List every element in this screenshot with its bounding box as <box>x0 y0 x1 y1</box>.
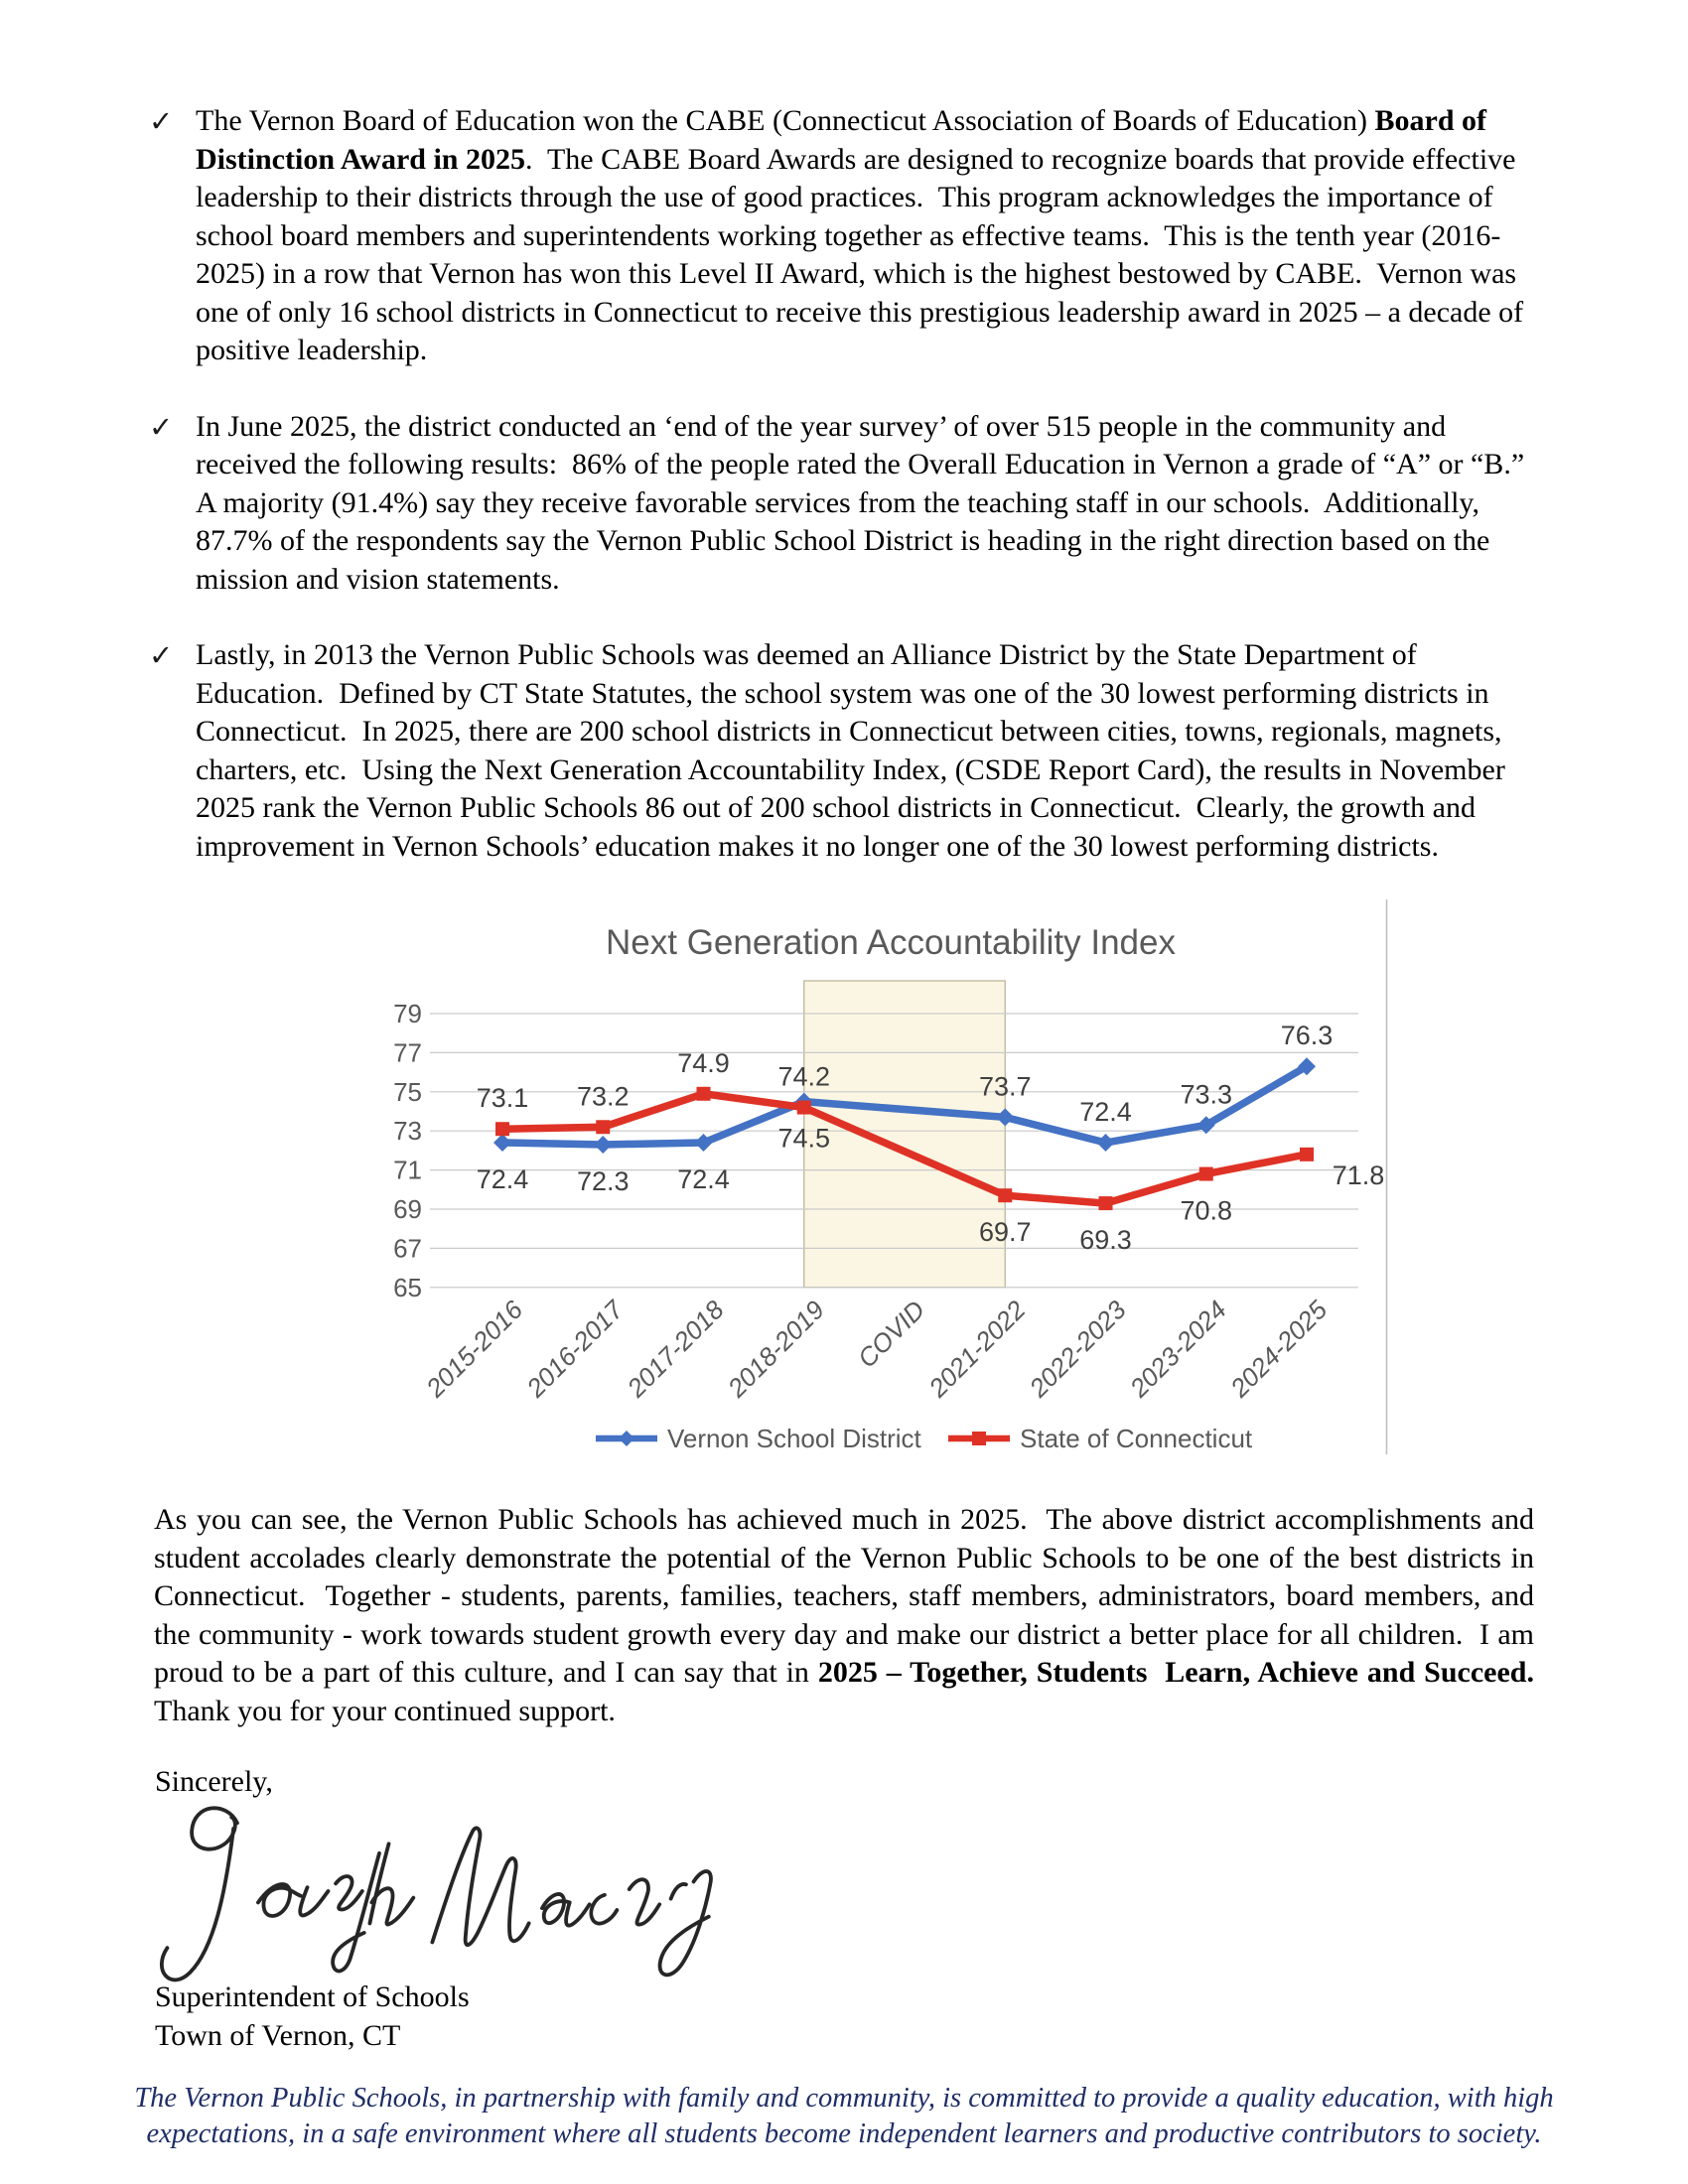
legend-marker <box>972 1432 986 1445</box>
data-point-marker <box>796 1100 811 1115</box>
data-point-label: 76.3 <box>1281 1021 1334 1050</box>
data-point-label: 72.4 <box>477 1164 529 1194</box>
footer-mission: The Vernon Public Schools, in partnershi… <box>134 2083 1554 2149</box>
data-point-label: 73.3 <box>1180 1079 1232 1109</box>
text-run: Thank you for your continued support. <box>154 1656 1549 1727</box>
data-point-label: 71.8 <box>1333 1160 1385 1190</box>
x-tick-label: 2016-2017 <box>520 1294 631 1404</box>
data-point-label: 72.4 <box>677 1164 730 1194</box>
text-run: . The CABE Board Awards are designed to … <box>196 142 1531 367</box>
x-tick-label: 2018-2019 <box>721 1295 830 1404</box>
data-point-marker <box>493 1134 511 1153</box>
data-point-label: 74.2 <box>777 1062 830 1092</box>
data-point-marker <box>998 1188 1013 1203</box>
y-tick-label: 71 <box>393 1156 422 1185</box>
signer-location: Town of Vernon, CT <box>155 2019 401 2052</box>
y-tick-label: 69 <box>393 1194 422 1224</box>
covid-band <box>803 980 1006 1289</box>
data-point-marker <box>996 1108 1015 1127</box>
text-run: The Vernon Board of Education won the CA… <box>196 104 1375 137</box>
legend-marker <box>619 1431 634 1446</box>
x-tick-label: 2022-2023 <box>1023 1295 1132 1404</box>
data-point-label: 74.5 <box>777 1124 830 1154</box>
data-point-marker <box>1198 1166 1213 1181</box>
data-point-label: 73.7 <box>979 1071 1032 1101</box>
x-tick-label: 2021-2022 <box>922 1295 1032 1404</box>
x-tick-label: 2024-2025 <box>1223 1295 1333 1404</box>
data-point-label: 69.7 <box>979 1217 1032 1247</box>
bullet-text: The Vernon Board of Education won the CA… <box>196 102 1529 370</box>
checkmark-icon: ✓ <box>149 409 174 444</box>
data-point-marker <box>1298 1057 1316 1076</box>
accountability-chart-svg: 65 67 69 71 73 75 77 79 2015-20162016-20172017-2… <box>393 899 1388 1454</box>
data-point-marker <box>694 1134 713 1153</box>
bullet-list: ✓ The Vernon Board of Education won the C… <box>149 102 1539 903</box>
checkmark-icon: ✓ <box>149 638 174 672</box>
bullet-text: In June 2025, the district conducted an … <box>196 408 1529 600</box>
data-point-label: 73.1 <box>477 1083 529 1113</box>
signer-block: Superintendent of Schools Town of Vernon… <box>155 1978 470 2055</box>
chart-title: Next Generation Accountability Index <box>606 923 1176 962</box>
legend-label-state: State of Connecticut <box>1020 1424 1253 1453</box>
bullet-text: Lastly, in 2013 the Vernon Public School… <box>196 636 1529 866</box>
data-point-marker <box>1098 1196 1113 1211</box>
data-point-marker <box>696 1086 711 1101</box>
bullet-item-3: ✓ Lastly, in 2013 the Vernon Public Schoo… <box>149 636 1539 866</box>
x-tick-label: COVID <box>852 1295 930 1373</box>
data-point-marker <box>596 1120 611 1135</box>
bullet-item-2: ✓ In June 2025, the district conducted an… <box>149 408 1539 600</box>
salutation: Sincerely, <box>155 1765 273 1798</box>
bold-text-run: 2025 – Together, Students Learn, Achieve… <box>817 1656 1534 1689</box>
text-run: Lastly, in 2013 the Vernon Public School… <box>196 638 1513 863</box>
series-line-state <box>498 1090 1311 1207</box>
y-tick-label: 75 <box>393 1077 422 1107</box>
data-point-label: 70.8 <box>1180 1196 1232 1226</box>
data-point-marker <box>1096 1134 1115 1153</box>
signer-title: Superintendent of Schools <box>155 1980 470 2013</box>
y-tick-label: 79 <box>393 999 422 1028</box>
data-point-label: 74.9 <box>677 1048 730 1078</box>
x-tick-label: 2023-2024 <box>1123 1295 1232 1404</box>
data-point-label: 72.3 <box>577 1166 630 1196</box>
closing-paragraph: As you can see, the Vernon Public School… <box>154 1501 1534 1730</box>
x-tick-label: 2017-2018 <box>621 1295 730 1404</box>
text-run: As you can see, the Vernon Public School… <box>154 1503 1542 1689</box>
x-tick-label: 2015-2016 <box>419 1295 528 1404</box>
bullet-item-1: ✓ The Vernon Board of Education won the C… <box>149 102 1539 370</box>
signature-drawing <box>160 1806 713 1982</box>
data-point-label: 72.4 <box>1079 1097 1132 1127</box>
y-tick-label: 65 <box>393 1273 422 1302</box>
data-point-marker <box>1300 1147 1314 1161</box>
data-point-marker <box>1196 1116 1215 1135</box>
data-point-label: 73.2 <box>577 1081 630 1111</box>
data-point-label: 69.3 <box>1079 1225 1132 1255</box>
checkmark-icon: ✓ <box>149 104 174 138</box>
bold-text-run: Board of Distinction Award in 2025 <box>196 104 1494 176</box>
y-tick-label: 73 <box>393 1116 422 1146</box>
text-run: In June 2025, the district conducted an … <box>196 409 1538 596</box>
y-tick-label: 67 <box>393 1233 422 1263</box>
y-tick-label: 77 <box>393 1037 422 1067</box>
signature-image <box>142 1789 738 1992</box>
legend-label-vernon: Vernon School District <box>667 1424 922 1453</box>
series-line-vernon <box>498 1062 1311 1149</box>
accountability-chart: 65 67 69 71 73 75 77 79 2015-2016 2016-2017 2017-2… <box>392 896 1395 1470</box>
data-point-marker <box>594 1135 613 1154</box>
data-point-marker <box>495 1122 509 1137</box>
